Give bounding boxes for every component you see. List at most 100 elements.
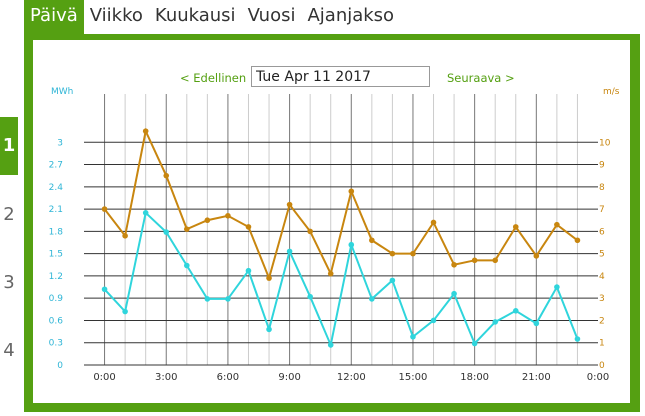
wind-data-point (574, 237, 581, 244)
energy-data-point (410, 333, 416, 340)
wind-data-point (410, 250, 416, 257)
right-tick-label: 10 (599, 138, 611, 148)
energy-data-point (451, 290, 457, 297)
right-tick-label: 3 (599, 294, 605, 304)
date-input[interactable] (251, 66, 430, 87)
left-tick-label: 1.8 (49, 227, 64, 237)
side-item-4[interactable]: 4 (3, 340, 15, 361)
wind-data-point (163, 172, 170, 179)
energy-data-point (389, 277, 396, 284)
energy-data-point (574, 336, 581, 342)
energy-data-point (327, 342, 334, 348)
side-item-1[interactable]: 1 (0, 117, 18, 175)
left-tick-label: 0.9 (49, 294, 64, 304)
right-tick-label: 4 (599, 272, 605, 282)
right-tick-label: 8 (599, 183, 605, 193)
left-tick-label: 2.1 (49, 205, 63, 215)
tab-ajanjakso[interactable]: Ajanjakso (307, 5, 395, 26)
right-tick-label: 7 (599, 205, 605, 215)
chart-panel: < Edellinen Seuraava > 0 0.3 0.6 0.9 1.2 1.5 1… (33, 40, 630, 403)
next-day-link[interactable]: Seuraava > (447, 71, 515, 85)
left-tick-label: 2.7 (49, 161, 63, 171)
x-tick-label: 12:00 (337, 372, 366, 383)
wind-data-point (554, 221, 560, 228)
energy-data-point (492, 319, 499, 325)
x-tick-label: 0:00 (587, 372, 609, 383)
wind-data-point (471, 257, 478, 264)
wind-data-point (184, 226, 190, 232)
wind-data-point (142, 128, 149, 134)
x-tick-label: 9:00 (278, 372, 300, 383)
wind-data-point (451, 261, 457, 268)
wind-data-point (307, 228, 313, 235)
energy-data-point (163, 229, 170, 235)
x-tick-label: 18:00 (460, 372, 489, 383)
energy-data-point (184, 262, 190, 269)
energy-data-point (554, 284, 560, 290)
right-tick-label: 2 (599, 316, 605, 326)
energy-data-point (471, 340, 478, 347)
left-tick-label: 0 (57, 361, 63, 371)
left-tick-label: 0.3 (49, 339, 63, 349)
wind-data-point (286, 201, 293, 208)
x-tick-label: 0:00 (93, 372, 115, 383)
x-tick-label: 21:00 (522, 372, 551, 383)
tab-kuukausi[interactable]: Kuukausi (154, 5, 236, 26)
energy-data-point (512, 308, 519, 314)
left-tick-label: 1.2 (49, 272, 63, 282)
wind-data-point (389, 250, 396, 257)
energy-series-line (103, 210, 579, 349)
left-tick-label: 0.6 (49, 316, 64, 326)
side-item-3[interactable]: 3 (3, 272, 15, 293)
energy-data-point (122, 308, 128, 315)
wind-data-point (512, 224, 519, 230)
side-item-2[interactable]: 2 (3, 204, 15, 225)
energy-data-point (142, 210, 149, 216)
wind-data-point (369, 237, 375, 244)
wind-data-point (266, 275, 272, 281)
wind-data-point (348, 188, 355, 195)
wind-data-point (122, 233, 128, 239)
tab-viikko[interactable]: Viikko (89, 5, 143, 26)
right-tick-label: 6 (599, 227, 605, 237)
period-tabs: Päivä Viikko Kuukausi Vuosi Ajanjakso (24, 0, 400, 36)
wind-data-point (430, 219, 437, 226)
energy-data-point (101, 286, 108, 293)
left-tick-label: 3 (57, 138, 63, 148)
energy-data-point (204, 296, 211, 302)
energy-data-point (369, 296, 375, 302)
wind-data-point (327, 270, 334, 277)
wind-series-line (103, 127, 579, 282)
energy-data-point (430, 317, 437, 324)
energy-data-point (225, 296, 231, 302)
tab-vuosi[interactable]: Vuosi (247, 5, 296, 26)
energy-data-point (307, 293, 313, 300)
right-tick-label: 0 (599, 361, 605, 371)
x-tick-label: 15:00 (399, 372, 428, 383)
previous-day-link[interactable]: < Edellinen (180, 71, 247, 85)
left-tick-label: 1.5 (49, 250, 63, 260)
wind-data-point (101, 206, 108, 212)
wind-data-point (204, 217, 211, 224)
right-tick-label: 1 (599, 339, 605, 349)
wind-data-point (225, 212, 231, 219)
right-axis-unit: m/s (603, 87, 620, 97)
energy-data-point (533, 320, 540, 327)
content-frame: < Edellinen Seuraava > 0 0.3 0.6 0.9 1.2 1.5 1… (24, 34, 640, 412)
energy-data-point (348, 241, 355, 248)
energy-data-point (245, 267, 252, 274)
right-tick-label: 5 (599, 250, 605, 260)
date-navigation: < Edellinen Seuraava > (33, 66, 630, 90)
energy-data-point (286, 248, 293, 255)
wind-data-point (492, 257, 499, 264)
right-tick-label: 9 (599, 161, 605, 171)
left-tick-label: 2.4 (49, 183, 64, 193)
energy-wind-chart: 0 0.3 0.6 0.9 1.2 1.5 1.8 2.1 2.4 2.7 3 0 1 2 3 4 5 6 7 8 9 1… (49, 87, 620, 383)
wind-data-point (245, 224, 252, 230)
tab-p-iv-[interactable]: Päivä (24, 0, 84, 34)
wind-data-point (533, 253, 540, 259)
left-axis-unit: MWh (51, 87, 73, 97)
x-tick-label: 3:00 (155, 372, 177, 383)
energy-data-point (266, 326, 272, 333)
x-tick-label: 6:00 (217, 372, 239, 383)
